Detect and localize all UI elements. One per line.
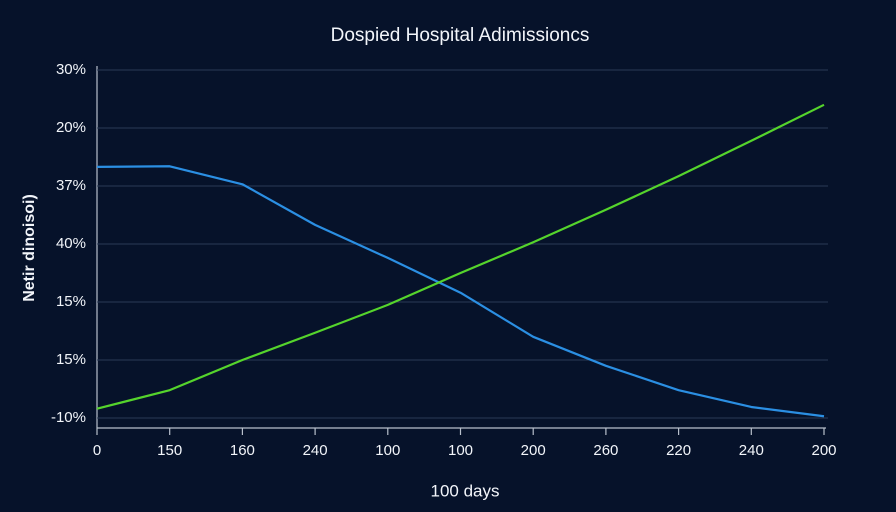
y-tick-label: 37% <box>56 177 86 194</box>
series-line <box>96 103 825 410</box>
y-tick-label: 15% <box>56 293 86 310</box>
x-tick-label: 100 <box>448 442 473 459</box>
x-tick-label: 0 <box>93 442 101 459</box>
x-tick-label: 160 <box>230 442 255 459</box>
x-tick-label: 150 <box>157 442 182 459</box>
chart-title: Dospied Hospital Adimissioncs <box>331 25 590 46</box>
y-axis-label: Netir dinoisoi) <box>21 194 38 302</box>
y-tick-label: 15% <box>56 351 86 368</box>
x-tick-label: 240 <box>739 442 764 459</box>
x-tick-label: 220 <box>666 442 691 459</box>
y-tick-label: 40% <box>56 235 86 252</box>
x-tick-label: 240 <box>303 442 328 459</box>
x-tick-label: 260 <box>593 442 618 459</box>
x-tick-label: 200 <box>521 442 546 459</box>
y-tick-label: 20% <box>56 119 86 136</box>
x-tick-label: 100 <box>375 442 400 459</box>
y-tick-label: -10% <box>51 409 86 426</box>
series-line <box>96 165 825 418</box>
x-axis-label: 100 days <box>431 481 500 500</box>
y-tick-label: 30% <box>56 61 86 78</box>
x-tick-label: 200 <box>811 442 836 459</box>
